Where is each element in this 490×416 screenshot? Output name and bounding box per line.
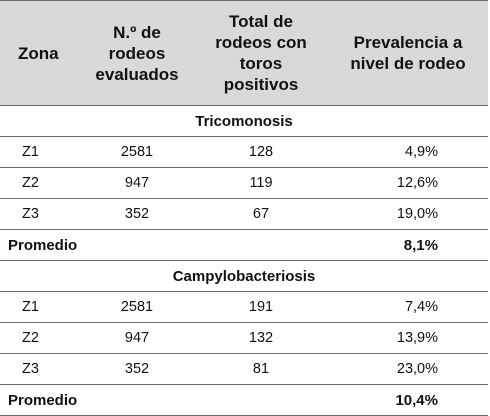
cell-positivos: 81 xyxy=(194,353,328,385)
promedio-value: 8,1% xyxy=(328,229,488,261)
header-positivos-line-3: toros xyxy=(239,54,283,73)
section-title-row: Campylobacteriosis xyxy=(0,260,488,292)
header-positivos-line-1: Total de xyxy=(229,12,293,31)
table-row: Z1 2581 128 4,9% xyxy=(0,136,488,168)
header-positivos-line-2: rodeos con xyxy=(215,33,307,52)
table-row: Z2 947 119 12,6% xyxy=(0,167,488,199)
header-prevalencia-line-1: Prevalencia a xyxy=(353,33,463,52)
section-title: Campylobacteriosis xyxy=(0,260,488,292)
header-evaluados-line-1: N.º de xyxy=(113,22,161,42)
cell-positivos: 67 xyxy=(194,198,328,230)
promedio-row: Promedio 8,1% xyxy=(0,229,488,261)
table-row: Z1 2581 191 7,4% xyxy=(0,291,488,323)
header-zona: Zona xyxy=(0,0,80,106)
header-evaluados: N.º de rodeos evaluados xyxy=(80,0,194,106)
cell-evaluados: 2581 xyxy=(80,136,194,168)
header-positivos-line-4: positivos xyxy=(223,75,299,94)
table-row: Z3 352 67 19,0% xyxy=(0,198,488,230)
cell-prevalencia: 13,9% xyxy=(328,322,488,354)
cell-positivos: 191 xyxy=(194,291,328,323)
cell-evaluados: 947 xyxy=(80,322,194,354)
cell-evaluados: 352 xyxy=(80,198,194,230)
cell-prevalencia: 7,4% xyxy=(328,291,488,323)
promedio-empty xyxy=(194,384,328,416)
header-positivos: Total de rodeos con toros positivos xyxy=(194,0,328,106)
cell-prevalencia: 12,6% xyxy=(328,167,488,199)
cell-zona: Z3 xyxy=(0,198,80,230)
table-row: Z2 947 132 13,9% xyxy=(0,322,488,354)
cell-positivos: 128 xyxy=(194,136,328,168)
cell-zona: Z1 xyxy=(0,291,80,323)
cell-evaluados: 947 xyxy=(80,167,194,199)
section-title-row: Tricomonosis xyxy=(0,105,488,137)
header-evaluados-line-2: rodeos xyxy=(108,43,166,63)
promedio-label: Promedio xyxy=(0,229,194,261)
promedio-row: Promedio 10,4% xyxy=(0,384,488,416)
header-prevalencia-line-2: nivel de rodeo xyxy=(350,54,466,73)
promedio-empty xyxy=(194,229,328,261)
promedio-value: 10,4% xyxy=(328,384,488,416)
cell-positivos: 132 xyxy=(194,322,328,354)
header-zona-text: Zona xyxy=(18,43,59,63)
cell-positivos: 119 xyxy=(194,167,328,199)
promedio-label: Promedio xyxy=(0,384,194,416)
section-title: Tricomonosis xyxy=(0,105,488,137)
cell-zona: Z1 xyxy=(0,136,80,168)
cell-zona: Z3 xyxy=(0,353,80,385)
header-prevalencia: Prevalencia a nivel de rodeo xyxy=(328,0,488,106)
cell-evaluados: 2581 xyxy=(80,291,194,323)
table-row: Z3 352 81 23,0% xyxy=(0,353,488,385)
cell-zona: Z2 xyxy=(0,167,80,199)
header-evaluados-line-3: evaluados xyxy=(95,64,179,84)
cell-prevalencia: 4,9% xyxy=(328,136,488,168)
cell-prevalencia: 23,0% xyxy=(328,353,488,385)
table-header-row: Zona N.º de rodeos evaluados Total de ro… xyxy=(0,0,488,106)
cell-zona: Z2 xyxy=(0,322,80,354)
cell-prevalencia: 19,0% xyxy=(328,198,488,230)
cell-evaluados: 352 xyxy=(80,353,194,385)
